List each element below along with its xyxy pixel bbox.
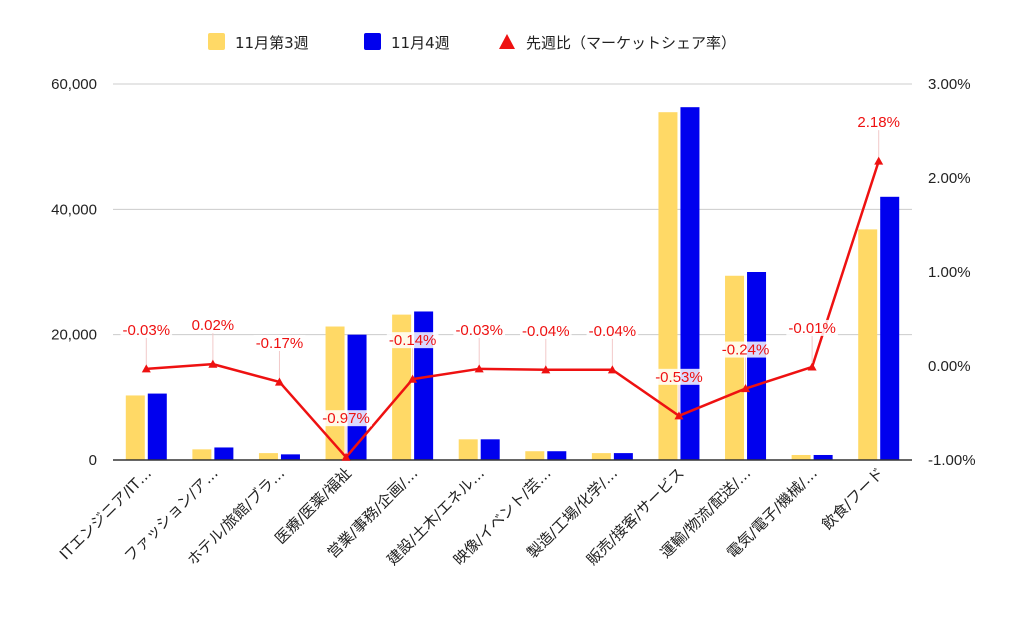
legend-label: 11月第3週 xyxy=(235,34,309,52)
data-label: -0.24% xyxy=(722,342,770,359)
data-label-bg xyxy=(191,317,235,334)
bar xyxy=(813,454,833,460)
bar xyxy=(214,447,234,460)
bar xyxy=(414,311,434,460)
bar xyxy=(547,451,567,460)
y-left-tick-label: 40,000 xyxy=(51,201,97,218)
bar xyxy=(591,453,611,460)
bar xyxy=(192,449,212,460)
legend-label: 先週比（マーケットシェア率） xyxy=(526,34,736,52)
line-point xyxy=(807,362,817,371)
legend-swatch xyxy=(208,33,225,50)
bar xyxy=(858,229,878,460)
data-label: -0.17% xyxy=(256,335,304,352)
line-point xyxy=(674,411,684,420)
bar xyxy=(392,314,412,460)
y-right-tick-label: -1.00% xyxy=(928,452,976,469)
line-point xyxy=(874,156,884,165)
data-label-bg xyxy=(253,334,306,351)
y-right-tick-label: 2.00% xyxy=(928,170,971,187)
line-point xyxy=(274,377,284,386)
line-point xyxy=(541,365,551,374)
bar xyxy=(125,395,145,460)
y-left-tick-label: 20,000 xyxy=(51,327,97,344)
y-right-tick-label: 1.00% xyxy=(928,264,971,281)
line-point xyxy=(141,364,151,373)
data-label: -0.03% xyxy=(123,322,171,339)
data-label-bg xyxy=(719,341,772,358)
data-label-bg xyxy=(386,332,439,349)
line-point xyxy=(741,384,751,393)
line-point xyxy=(208,359,218,368)
bar xyxy=(147,393,167,460)
data-label-bg xyxy=(519,322,572,339)
data-label: -0.01% xyxy=(788,320,836,337)
legend-marker xyxy=(499,34,515,49)
data-label: 0.02% xyxy=(192,317,235,334)
bar xyxy=(791,454,811,460)
data-label-bg xyxy=(653,368,705,385)
data-label-bg xyxy=(857,114,901,131)
bar xyxy=(680,107,700,460)
data-label-bg xyxy=(786,319,838,336)
data-label: -0.03% xyxy=(455,322,503,339)
data-label-bg xyxy=(320,410,372,427)
x-category-label: 飲食/フード xyxy=(818,464,887,533)
bar xyxy=(525,451,545,460)
y-left-tick-label: 60,000 xyxy=(51,76,97,93)
line-point xyxy=(408,374,418,383)
y-right-tick-label: 0.00% xyxy=(928,358,971,375)
bar xyxy=(325,326,345,460)
bar xyxy=(880,196,900,461)
data-label: -0.53% xyxy=(655,369,703,386)
data-label: -0.04% xyxy=(589,323,637,340)
line-point xyxy=(341,452,351,461)
bar xyxy=(725,275,745,460)
data-label-bg xyxy=(453,321,506,338)
bar xyxy=(458,439,478,460)
series-line xyxy=(146,160,880,459)
data-label-bg xyxy=(120,321,173,338)
bar xyxy=(280,454,300,460)
bar xyxy=(747,272,767,460)
y-right-tick-label: 3.00% xyxy=(928,76,971,93)
legend-label: 11月4週 xyxy=(391,34,450,52)
bar xyxy=(347,334,367,460)
line-point xyxy=(474,364,484,373)
bar xyxy=(258,453,278,460)
data-label: -0.97% xyxy=(322,410,370,427)
bar xyxy=(613,453,633,460)
bar xyxy=(480,439,500,460)
line-point xyxy=(607,365,617,374)
data-label: 2.18% xyxy=(857,114,900,131)
y-left-tick-label: 0 xyxy=(89,452,97,469)
data-label: -0.04% xyxy=(522,323,570,340)
data-label-bg xyxy=(586,322,639,339)
data-label: -0.14% xyxy=(389,332,437,349)
legend-swatch xyxy=(364,33,381,50)
